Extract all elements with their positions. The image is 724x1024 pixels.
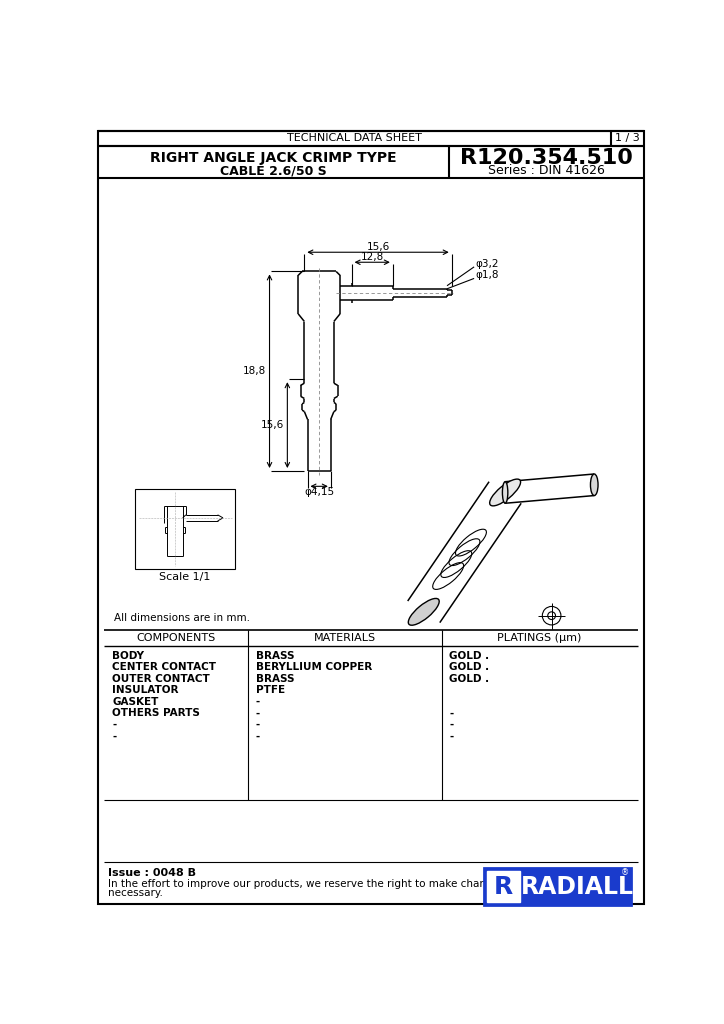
- Bar: [487, 871, 520, 902]
- Text: GOLD .: GOLD .: [450, 650, 489, 660]
- Text: GOLD .: GOLD .: [450, 663, 489, 673]
- Text: CABLE 2.6/50 S: CABLE 2.6/50 S: [220, 164, 327, 177]
- Text: -: -: [450, 709, 453, 719]
- Ellipse shape: [408, 598, 439, 626]
- Text: φ4,15: φ4,15: [304, 487, 334, 498]
- Ellipse shape: [502, 481, 508, 503]
- Bar: [484, 868, 631, 905]
- Text: ®: ®: [621, 868, 629, 878]
- Text: Issue : 0048 B: Issue : 0048 B: [108, 868, 195, 878]
- Text: Series : DIN 41626: Series : DIN 41626: [488, 164, 605, 177]
- Text: PTFE: PTFE: [256, 685, 285, 695]
- Text: R120.354.510: R120.354.510: [460, 148, 633, 168]
- Text: CENTER CONTACT: CENTER CONTACT: [112, 663, 216, 673]
- Text: -: -: [256, 709, 260, 719]
- Text: INSULATOR: INSULATOR: [112, 685, 179, 695]
- Text: φ1,8: φ1,8: [476, 270, 499, 281]
- Text: -: -: [450, 731, 453, 741]
- Text: 15,6: 15,6: [261, 420, 285, 430]
- Text: 18,8: 18,8: [243, 367, 266, 376]
- Text: Scale 1/1: Scale 1/1: [159, 572, 211, 583]
- Text: φ3,2: φ3,2: [476, 259, 499, 268]
- Bar: [135, 488, 235, 569]
- Text: GOLD .: GOLD .: [450, 674, 489, 684]
- Text: -: -: [112, 731, 117, 741]
- Text: TECHNICAL DATA SHEET: TECHNICAL DATA SHEET: [287, 133, 422, 143]
- Text: R: R: [494, 874, 513, 899]
- Text: 15,6: 15,6: [366, 242, 390, 252]
- Text: COMPONENTS: COMPONENTS: [137, 633, 216, 643]
- Text: -: -: [256, 731, 260, 741]
- Text: -: -: [256, 720, 260, 730]
- Text: 1 / 3: 1 / 3: [615, 133, 640, 143]
- Text: RADIALL: RADIALL: [521, 874, 634, 899]
- Text: PLATINGS (μm): PLATINGS (μm): [497, 633, 582, 643]
- Text: 12,8: 12,8: [361, 252, 384, 262]
- Text: -: -: [450, 720, 453, 730]
- Text: BODY: BODY: [112, 650, 144, 660]
- Text: In the effort to improve our products, we reserve the right to make changes judg: In the effort to improve our products, w…: [108, 879, 573, 889]
- Text: -: -: [256, 697, 260, 707]
- Ellipse shape: [591, 474, 598, 496]
- Text: BRASS: BRASS: [256, 674, 294, 684]
- Text: OTHERS PARTS: OTHERS PARTS: [112, 709, 200, 719]
- Text: RIGHT ANGLE JACK CRIMP TYPE: RIGHT ANGLE JACK CRIMP TYPE: [150, 152, 397, 165]
- Text: All dimensions are in mm.: All dimensions are in mm.: [114, 613, 250, 623]
- Text: -: -: [112, 720, 117, 730]
- Text: MATERIALS: MATERIALS: [313, 633, 376, 643]
- Text: GASKET: GASKET: [112, 697, 159, 707]
- Ellipse shape: [489, 479, 521, 506]
- Text: necessary.: necessary.: [108, 888, 162, 898]
- Text: BRASS: BRASS: [256, 650, 294, 660]
- Text: BERYLLIUM COPPER: BERYLLIUM COPPER: [256, 663, 372, 673]
- Text: OUTER CONTACT: OUTER CONTACT: [112, 674, 210, 684]
